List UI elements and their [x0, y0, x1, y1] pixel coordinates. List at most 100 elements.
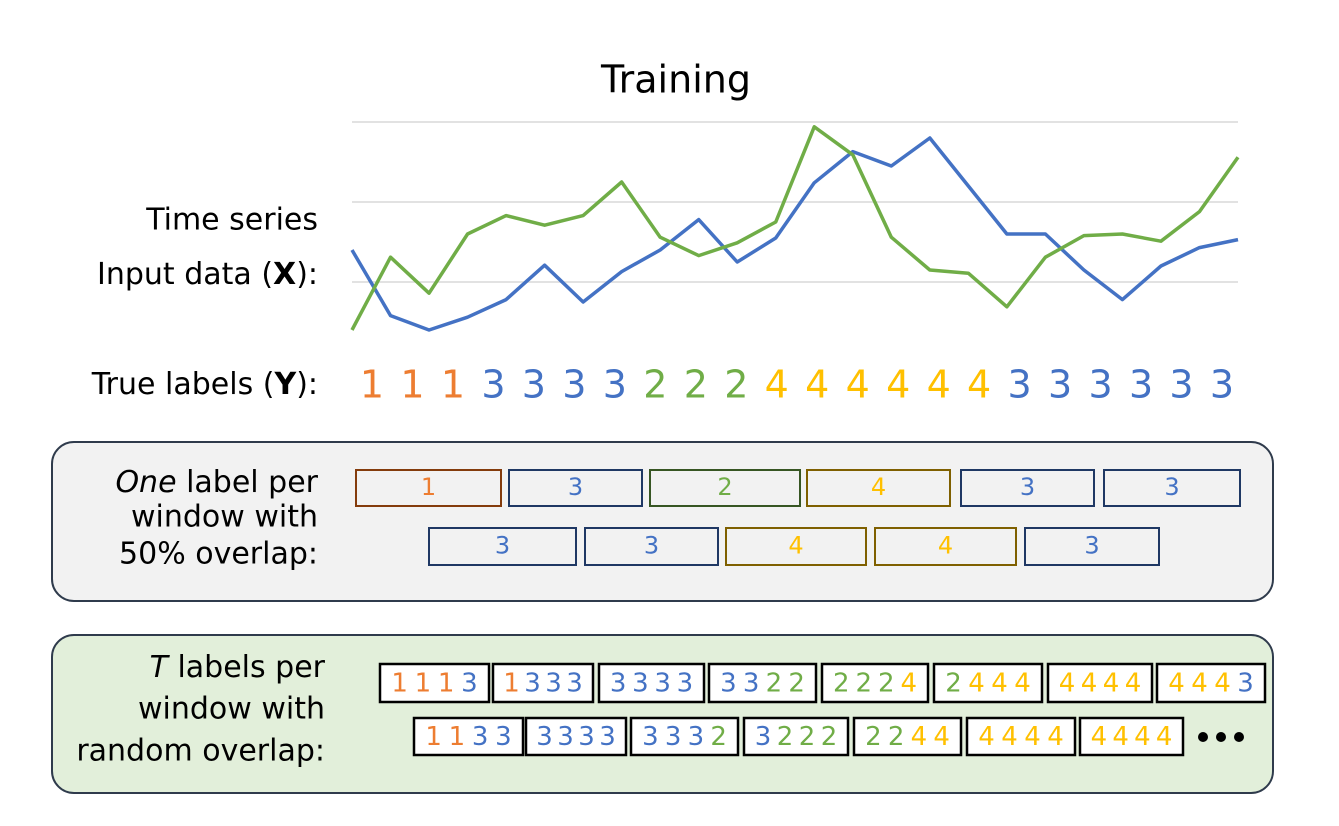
window-label: 2 — [821, 722, 838, 752]
text: ): — [296, 257, 318, 292]
true-label: 4 — [967, 363, 991, 407]
window-label: 4 — [1191, 669, 1208, 699]
window-label: 2 — [865, 722, 882, 752]
window-label: 2 — [878, 669, 895, 699]
text: One — [115, 465, 176, 500]
window-box — [725, 527, 867, 566]
window-label: 4 — [871, 473, 886, 501]
window-label: 3 — [578, 722, 595, 752]
window-box — [806, 469, 951, 507]
window-label: 3 — [632, 669, 649, 699]
window-box — [852, 716, 963, 757]
window-label: 4 — [1156, 722, 1173, 752]
window-label: 4 — [900, 669, 917, 699]
window-label: 1 — [421, 473, 436, 501]
window-label: 3 — [688, 722, 705, 752]
window-box — [707, 662, 818, 704]
window-label: 4 — [978, 722, 995, 752]
window-label: 3 — [568, 473, 583, 501]
ellipsis-dot — [1234, 732, 1244, 742]
window-label: 3 — [1084, 532, 1099, 560]
input-label: Time series — [145, 203, 318, 238]
true-label: 3 — [1210, 363, 1234, 407]
window-label: 3 — [1164, 473, 1179, 501]
caption: One label per — [115, 465, 318, 500]
window-label: 3 — [654, 669, 671, 699]
window-box — [355, 469, 502, 507]
window-label: 1 — [425, 722, 442, 752]
window-label: 3 — [495, 722, 512, 752]
caption: window with — [131, 500, 318, 535]
window-box — [378, 662, 491, 704]
window-label: 1 — [391, 669, 408, 699]
window-label: 4 — [1168, 669, 1185, 699]
window-box — [649, 469, 801, 507]
text: Y — [273, 367, 297, 402]
window-box — [412, 716, 525, 757]
true-label: 3 — [603, 363, 627, 407]
window-label: 3 — [642, 722, 659, 752]
window-label: 4 — [991, 669, 1008, 699]
caption: window with — [138, 692, 325, 727]
window-label: 3 — [720, 669, 737, 699]
window-label: 1 — [438, 669, 455, 699]
window-label: 4 — [968, 669, 985, 699]
window-box — [742, 716, 850, 757]
window-box — [491, 662, 595, 704]
window-box — [508, 469, 643, 507]
window-box — [932, 662, 1044, 704]
window-label: 3 — [566, 669, 583, 699]
window-box — [428, 527, 577, 566]
input-label: Input data (X): — [97, 257, 318, 292]
ellipsis-dot — [1198, 732, 1208, 742]
caption: 50% overlap: — [119, 537, 318, 572]
window-label: 3 — [599, 722, 616, 752]
window-label: 2 — [888, 722, 905, 752]
true-labels-caption: True labels (Y): — [91, 367, 318, 402]
window-label: 4 — [788, 532, 803, 560]
window-label: 2 — [799, 722, 816, 752]
window-label: 4 — [1214, 669, 1231, 699]
window-label: 3 — [536, 722, 553, 752]
true-label: 3 — [481, 363, 505, 407]
window-label: 3 — [461, 669, 478, 699]
window-box — [524, 716, 628, 757]
true-label: 4 — [805, 363, 829, 407]
window-box — [965, 716, 1077, 757]
window-label: 2 — [833, 669, 850, 699]
window-label: 2 — [710, 722, 727, 752]
true-label: 3 — [1129, 363, 1153, 407]
window-label: 2 — [717, 473, 732, 501]
text: ): — [296, 367, 318, 402]
text: labels per — [168, 650, 326, 685]
window-label: 3 — [557, 722, 574, 752]
text: label per — [177, 465, 319, 500]
window-box — [1078, 716, 1185, 757]
window-box — [1103, 469, 1241, 507]
window-label: 3 — [524, 669, 541, 699]
window-label: 1 — [415, 669, 432, 699]
window-label: 2 — [777, 722, 794, 752]
caption: T labels per — [150, 650, 326, 685]
window-label: 1 — [449, 722, 466, 752]
window-label: 4 — [1059, 669, 1076, 699]
true-label: 3 — [1008, 363, 1032, 407]
window-label: 4 — [1014, 669, 1031, 699]
window-label: 4 — [1001, 722, 1018, 752]
window-label: 2 — [766, 669, 783, 699]
window-box — [1046, 662, 1154, 704]
window-label: 2 — [788, 669, 805, 699]
window-label: 3 — [610, 669, 627, 699]
window-label: 1 — [503, 669, 520, 699]
true-label: 3 — [562, 363, 586, 407]
true-label: 4 — [927, 363, 951, 407]
ellipsis-dot — [1216, 732, 1226, 742]
text: Input data ( — [97, 257, 273, 292]
window-label: 4 — [1081, 669, 1098, 699]
window-label: 3 — [644, 532, 659, 560]
window-label: 4 — [1091, 722, 1108, 752]
text: T — [150, 650, 171, 685]
true-label: 2 — [643, 363, 667, 407]
window-box — [820, 662, 930, 704]
